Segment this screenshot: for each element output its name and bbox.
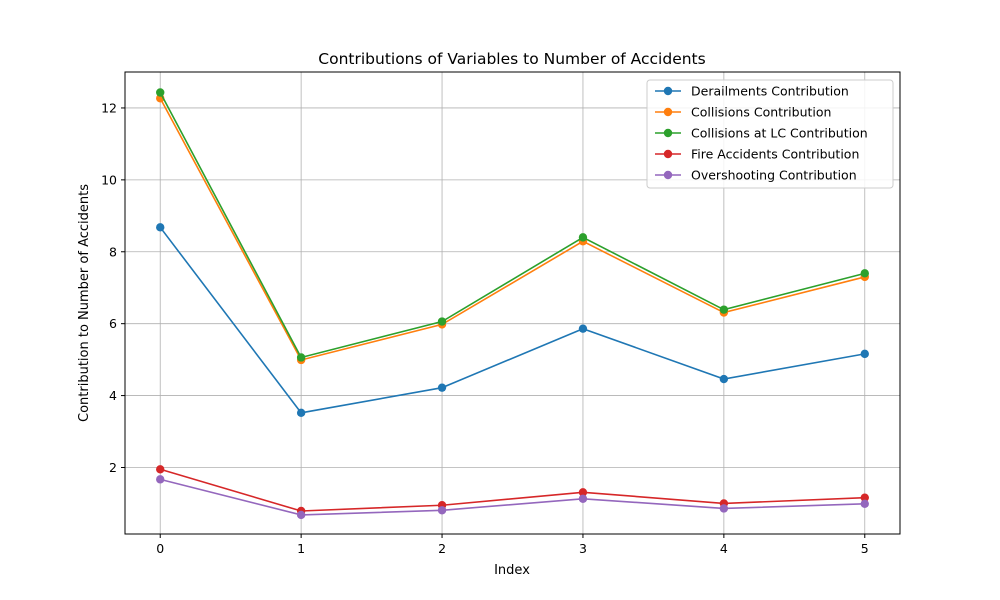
series-line [159,92,865,359]
x-tick-label: 4 [720,541,728,556]
legend-item: Collisions Contribution [655,105,831,120]
y-axis-title: Contribution to Number of Accidents [77,184,92,422]
data-point [156,88,165,97]
data-point [578,233,588,242]
data-point [719,305,729,314]
x-tick-label: 1 [297,541,305,556]
series-4 [156,475,869,520]
y-tick-label: 10 [101,172,117,187]
data-point [578,324,588,333]
series-2 [156,88,869,362]
chart-title: Contributions of Variables to Number of … [318,50,705,68]
data-point [437,506,447,515]
series-line [160,468,865,512]
legend-label: Derailments Contribution [691,84,849,99]
data-point [296,353,306,362]
legend-marker [663,86,673,96]
legend-label: Fire Accidents Contribution [691,147,859,162]
legend-label: Collisions Contribution [691,105,831,120]
data-point [296,408,306,418]
data-point [719,374,729,384]
data-point [860,269,869,278]
data-point [860,349,869,359]
x-tick-label: 2 [438,541,446,556]
legend-item: Collisions at LC Contribution [655,126,868,141]
data-point [578,494,588,503]
series-group [156,88,869,520]
data-point [437,383,447,392]
x-tick-label: 5 [861,541,869,556]
series-line [159,226,865,414]
series-line [160,478,865,516]
y-tick-label: 4 [109,388,117,403]
legend-marker [663,128,673,138]
y-tick-label: 12 [101,100,117,115]
data-point [860,493,869,502]
legend-box [646,79,894,189]
data-point [156,465,165,474]
axes [124,71,901,535]
legend-marker [663,107,673,117]
data-point [156,475,165,484]
legend-item: Overshooting Contribution [655,168,857,183]
x-tick-label: 0 [156,541,164,556]
legend-item: Derailments Contribution [655,84,849,99]
y-tick-label: 8 [109,244,117,259]
data-point [860,499,869,508]
legend-marker [663,149,673,159]
data-point [437,317,447,326]
legend-marker [663,170,673,180]
series-line [159,97,865,361]
data-point [296,510,306,520]
data-point [719,504,729,513]
legend-label: Collisions at LC Contribution [691,126,868,141]
y-tick-label: 6 [109,316,117,331]
legend: Derailments Contribution Collisions Contr… [646,79,894,189]
data-point [578,488,588,497]
y-tick-label: 2 [109,460,117,475]
series-3 [156,465,869,516]
legend-label: Overshooting Contribution [691,168,857,183]
legend-item: Fire Accidents Contribution [655,147,859,162]
plot-frame [124,71,901,535]
data-point [156,223,165,232]
x-tick-label: 3 [579,541,587,556]
x-axis-title: Index [494,563,530,578]
series-0 [156,223,869,418]
